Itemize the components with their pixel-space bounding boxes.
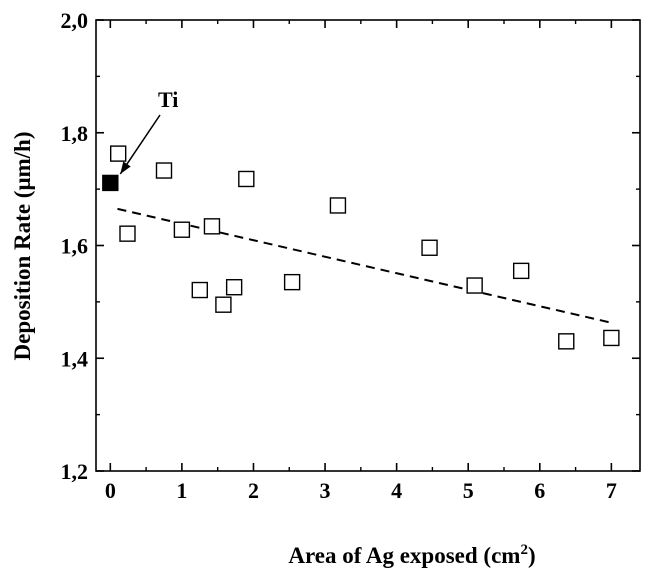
data-point	[191, 281, 208, 299]
data-point	[155, 162, 173, 179]
ti-label: Ti	[158, 87, 178, 112]
data-point	[558, 333, 575, 350]
ti-data-point	[102, 174, 119, 192]
ti-arrow-head	[120, 161, 131, 174]
data-point	[603, 329, 620, 347]
y-tick-labels: 1,2 1,4 1,6 1,8 2,0	[61, 8, 89, 484]
data-point	[421, 239, 438, 256]
data-markers	[102, 145, 620, 350]
y-tick-label: 1,8	[61, 121, 89, 146]
data-point	[173, 221, 191, 238]
data-point	[215, 296, 232, 313]
axis-ticks	[96, 19, 640, 472]
x-axis-title: Area of Ag exposed (cm2)	[288, 542, 535, 568]
x-tick-label: 3	[320, 478, 331, 503]
data-point	[329, 197, 347, 214]
x-tick-label: 1	[176, 478, 187, 503]
y-tick-label: 1,4	[61, 346, 89, 371]
data-point	[466, 277, 483, 294]
x-tick-labels: 0 1 2 3 4 5 6 7	[105, 478, 617, 503]
data-point	[238, 170, 255, 188]
y-tick-label: 1,6	[61, 234, 89, 259]
data-point	[119, 225, 136, 242]
data-point	[109, 145, 127, 162]
data-point	[283, 273, 301, 291]
fit-line	[117, 207, 612, 324]
x-tick-label: 4	[391, 478, 402, 503]
x-tick-label: 6	[534, 478, 545, 503]
data-point	[225, 279, 243, 296]
x-tick-label: 5	[463, 478, 474, 503]
x-tick-label: 0	[105, 478, 116, 503]
y-tick-label: 2,0	[61, 8, 89, 33]
y-axis-title: Deposition Rate (μm/h)	[10, 132, 35, 361]
x-tick-label: 7	[606, 478, 617, 503]
data-point	[203, 218, 221, 235]
y-tick-label: 1,2	[61, 459, 89, 484]
x-tick-label: 2	[248, 478, 259, 503]
data-point	[512, 262, 530, 280]
